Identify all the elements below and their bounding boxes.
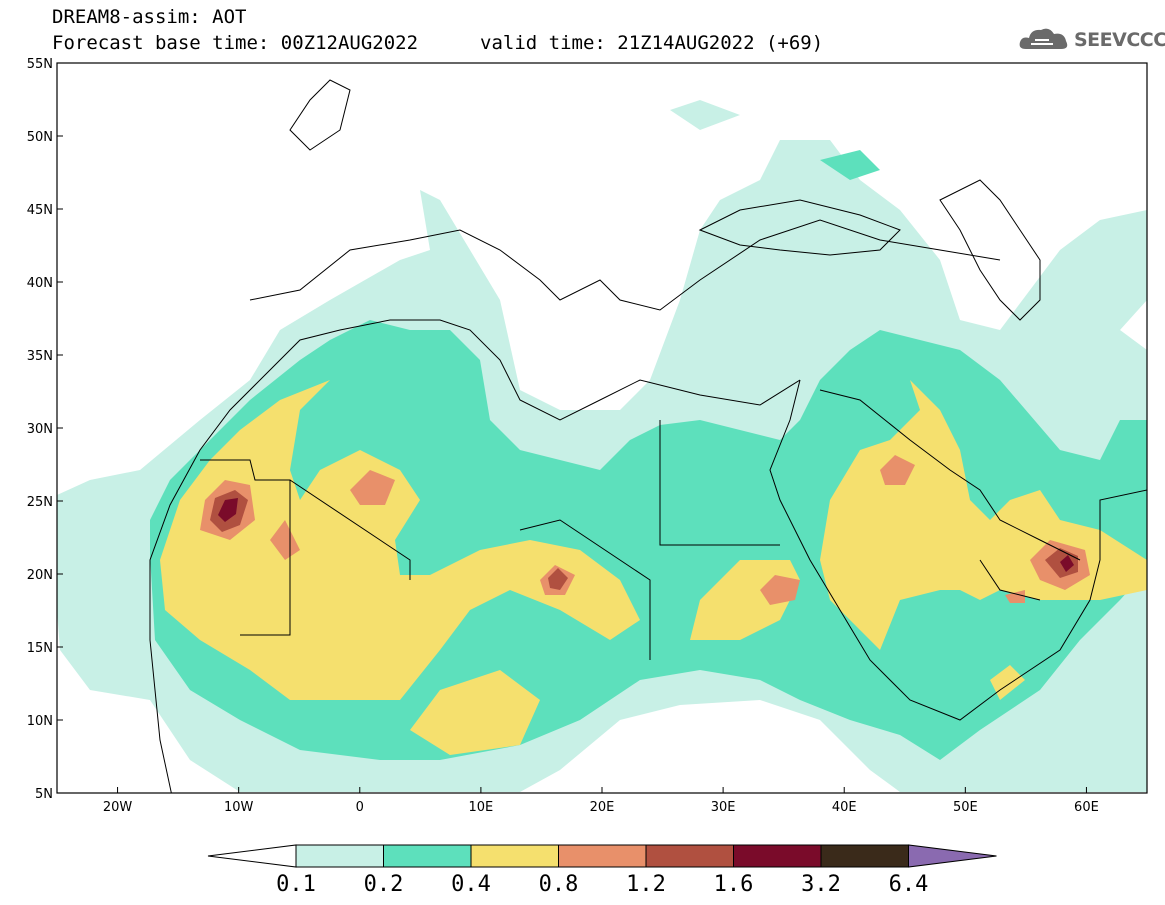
colorbar-label: 6.4 (888, 872, 929, 897)
colorbar-label: 1.6 (713, 872, 754, 897)
colorbar-label: 0.2 (363, 872, 404, 897)
colorbar-segment (383, 844, 472, 868)
colorbar-label: 0.8 (538, 872, 579, 897)
lat-tick-label: 35N (27, 349, 53, 364)
colorbar-segment (645, 844, 734, 868)
lat-tick-label: 10N (27, 714, 53, 729)
lon-tick-label: 30E (711, 800, 736, 815)
lon-tick-label: 10W (224, 800, 254, 815)
lat-tick-label: 15N (27, 641, 53, 656)
colorbar (207, 844, 997, 868)
lon-tick-label: 20W (103, 800, 133, 815)
coastline-black-sea (698, 199, 901, 256)
colorbar-label: 0.1 (276, 872, 316, 897)
cloud-icon (1019, 28, 1068, 49)
lon-tick-label: 20E (590, 800, 615, 815)
aot-field (57, 100, 1147, 792)
lon-tick-label: 60E (1074, 800, 1099, 815)
seevccc-logo: SEEVCCC (1018, 25, 1165, 55)
lat-tick-label: 20N (27, 568, 53, 583)
lat-tick-label: 55N (27, 57, 53, 72)
lon-tick-label: 0 (356, 800, 364, 815)
map-title: DREAM8-assim: AOT (52, 6, 247, 28)
colorbar-label: 0.4 (451, 872, 491, 897)
coastline-europe (249, 219, 1001, 311)
coastline-caspian (939, 179, 1041, 321)
logo-text: SEEVCCC (1074, 29, 1165, 51)
lat-tick-label: 50N (27, 130, 53, 145)
lat-tick-label: 25N (27, 495, 53, 510)
colorbar-segment (733, 844, 822, 868)
coastline-red-sea (769, 379, 1147, 721)
coastline-west-africa (149, 319, 801, 793)
lat-tick-label: 5N (35, 787, 53, 802)
lat-tick-label: 30N (27, 422, 53, 437)
colorbar-segment (470, 844, 559, 868)
forecast-base-time: Forecast base time: 00Z12AUG2022 (52, 32, 419, 54)
coastlines (149, 79, 1147, 793)
lon-tick-label: 50E (953, 800, 978, 815)
border-lines (200, 420, 1041, 660)
colorbar-high-arrow (908, 844, 997, 868)
colorbar-label: 3.2 (801, 872, 841, 897)
colorbar-segment (820, 844, 909, 868)
coastline-uk (289, 79, 351, 151)
colorbar-low-arrow (207, 844, 297, 868)
colorbar-segment (295, 844, 384, 868)
lat-tick-label: 40N (27, 276, 53, 291)
colorbar-segment (558, 844, 647, 868)
coastline-arabia (819, 389, 1081, 561)
colorbar-label: 1.2 (626, 872, 666, 897)
lon-tick-label: 40E (832, 800, 857, 815)
lon-tick-label: 10E (469, 800, 494, 815)
valid-time: valid time: 21Z14AUG2022 (+69) (480, 32, 824, 54)
axis-ticks: 20W 10W 0 10E 20E 30E 40E 50E 60E 55N 50N 45N 40N 35N… (27, 57, 1099, 815)
lat-tick-label: 45N (27, 203, 53, 218)
